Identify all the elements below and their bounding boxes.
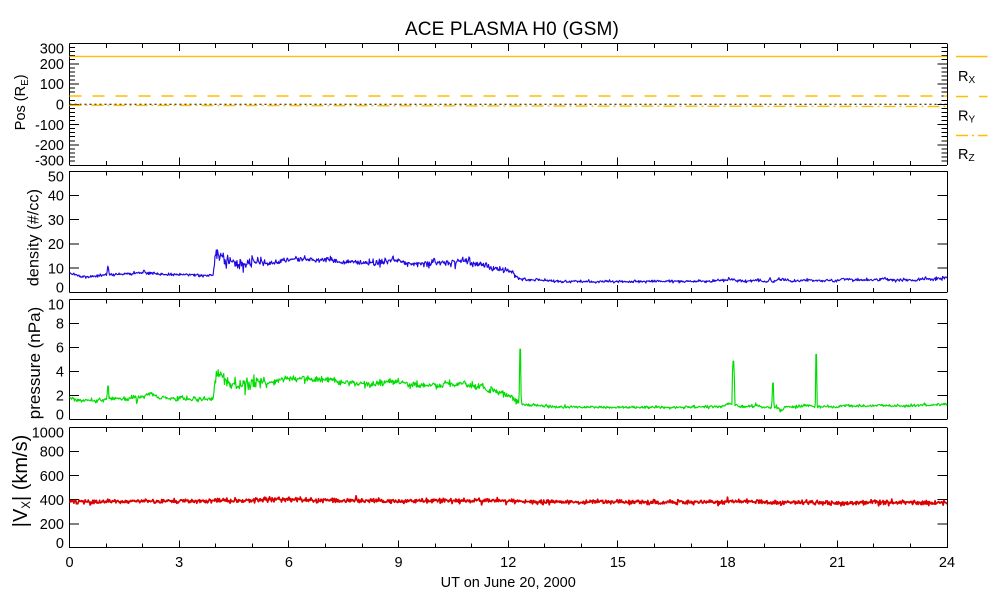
svg-text:Pos (RE): Pos (RE)	[13, 74, 31, 130]
svg-text:0: 0	[56, 536, 64, 552]
svg-text:density (#/cc): density (#/cc)	[26, 189, 43, 286]
svg-text:300: 300	[40, 42, 64, 58]
svg-text:6: 6	[285, 555, 293, 571]
svg-text:30: 30	[48, 213, 64, 229]
svg-text:50: 50	[48, 169, 64, 185]
svg-text:0: 0	[56, 408, 64, 424]
svg-text:12: 12	[500, 555, 516, 571]
svg-text:2: 2	[56, 389, 64, 405]
svg-text:-200: -200	[35, 138, 64, 154]
svg-text:8: 8	[56, 317, 64, 333]
svg-text:10: 10	[48, 298, 64, 314]
svg-text:ACE PLASMA H0 (GSM): ACE PLASMA H0 (GSM)	[405, 19, 619, 40]
svg-text:400: 400	[40, 493, 64, 509]
svg-text:100: 100	[40, 77, 64, 93]
svg-text:9: 9	[395, 555, 403, 571]
svg-text:10: 10	[48, 261, 64, 277]
svg-text:600: 600	[40, 469, 64, 485]
svg-text:40: 40	[48, 189, 64, 205]
svg-text:15: 15	[610, 555, 626, 571]
svg-text:-300: -300	[35, 153, 64, 169]
svg-text:-100: -100	[35, 118, 64, 134]
svg-text:200: 200	[40, 517, 64, 533]
svg-text:20: 20	[48, 237, 64, 253]
svg-text:24: 24	[939, 555, 955, 571]
svg-text:UT on June 20, 2000: UT on June 20, 2000	[441, 575, 576, 591]
svg-text:3: 3	[175, 555, 183, 571]
svg-text:18: 18	[720, 555, 736, 571]
svg-text:0: 0	[56, 98, 64, 114]
svg-text:|VX| (km/s): |VX| (km/s)	[10, 435, 33, 528]
svg-text:0: 0	[56, 281, 64, 297]
svg-text:6: 6	[56, 341, 64, 357]
svg-text:pressure (nPa): pressure (nPa)	[25, 307, 44, 419]
svg-text:800: 800	[40, 445, 64, 461]
svg-text:1000: 1000	[32, 426, 64, 442]
svg-text:200: 200	[40, 57, 64, 73]
svg-text:4: 4	[56, 365, 64, 381]
svg-text:21: 21	[829, 555, 845, 571]
svg-text:0: 0	[65, 555, 73, 571]
